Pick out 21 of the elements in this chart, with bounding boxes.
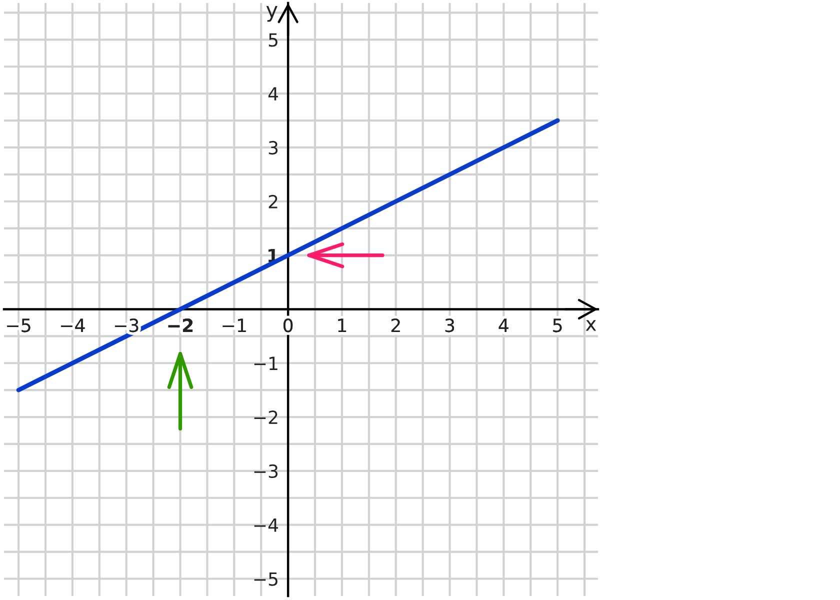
x-tick-label: −4: [61, 318, 85, 332]
y-tick-label: −5: [254, 572, 278, 586]
y-tick-label: 3: [268, 140, 278, 155]
x-tick-label: 3: [445, 318, 454, 332]
x-tick-label: 4: [498, 318, 508, 332]
x-tick-label: −2: [168, 318, 193, 332]
y-tick-label: 4: [268, 87, 278, 100]
x-tick-label: 1: [338, 318, 346, 332]
x-tick-label: 2: [391, 318, 400, 332]
y-tick-label: −4: [254, 518, 278, 532]
y-tick-label: −3: [254, 464, 278, 478]
y-tick-label: −1: [254, 356, 278, 370]
y-tick-label: −2: [254, 410, 278, 424]
x-axis-title: x: [586, 320, 596, 331]
x-tick-label: −3: [114, 318, 138, 332]
x-tick-label: −5: [7, 318, 30, 332]
y-tick-label: 2: [268, 194, 278, 208]
x-tick-label: 5: [553, 318, 562, 332]
x-tick-label: −1: [222, 318, 246, 332]
y-tick-label: 5: [268, 33, 278, 47]
y-axis-title: y: [266, 6, 278, 22]
